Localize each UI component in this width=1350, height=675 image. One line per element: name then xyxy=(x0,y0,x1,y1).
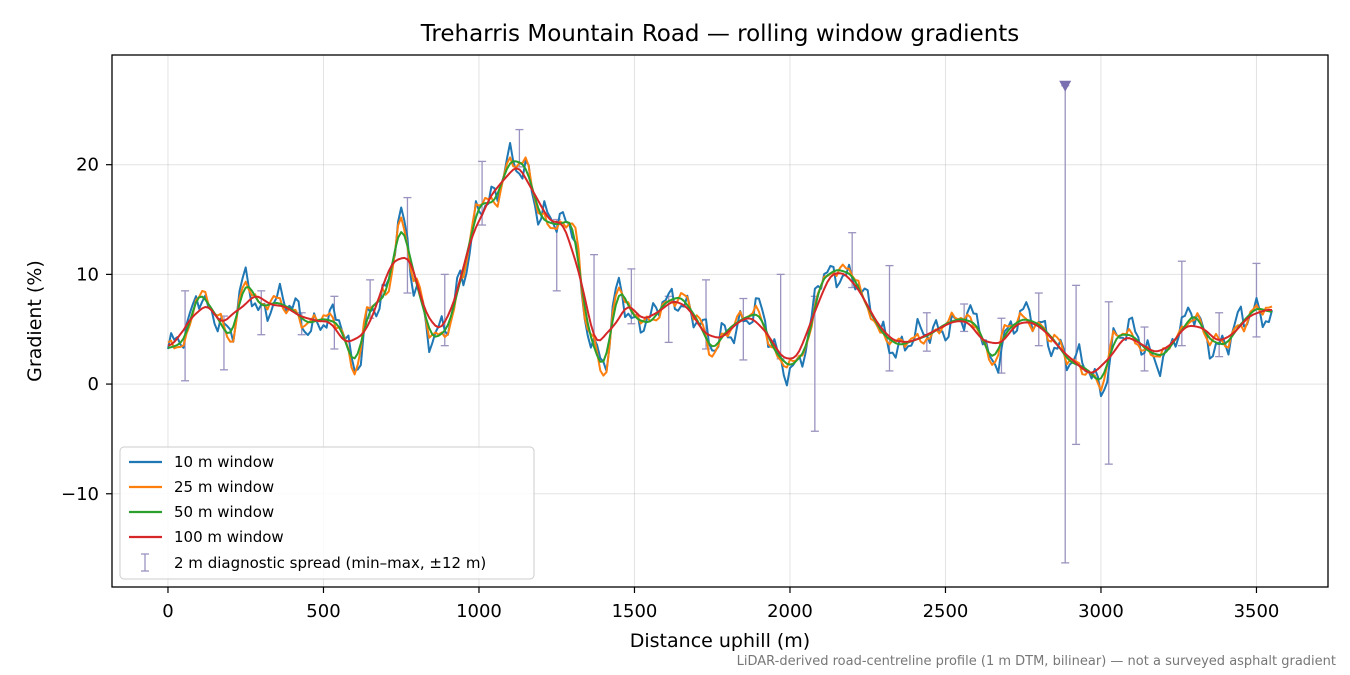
y-tick-label: −10 xyxy=(61,484,99,505)
legend-box xyxy=(119,446,535,580)
x-axis-ticks: 0 500 1000 1500 2000 2500 3000 3500 xyxy=(162,587,1279,622)
x-axis-label: Distance uphill (m) xyxy=(630,630,810,652)
series-line xyxy=(167,142,1273,398)
spread-errorbar xyxy=(627,268,636,325)
y-gridlines xyxy=(112,164,1328,495)
series-lines xyxy=(167,142,1273,398)
series-line xyxy=(167,160,1273,381)
legend: 10 m window 25 m window 50 m window 100 … xyxy=(119,446,535,580)
y-axis-label: Gradient (%) xyxy=(24,260,46,382)
legend-label-spread: 2 m diagnostic spread (min–max, ±12 m) xyxy=(174,554,486,572)
x-tick-label: 500 xyxy=(306,601,340,622)
x-tick-label: 2000 xyxy=(767,601,813,622)
footnote: LiDAR-derived road-centreline profile (1… xyxy=(737,654,1336,669)
x-tick-label: 3500 xyxy=(1234,601,1280,622)
y-tick-label: 0 xyxy=(88,374,99,395)
x-tick-label: 0 xyxy=(162,601,173,622)
x-tick-label: 2500 xyxy=(923,601,969,622)
legend-label-25m: 25 m window xyxy=(174,478,274,496)
legend-swatch-spread xyxy=(141,553,149,572)
legend-label-50m: 50 m window xyxy=(174,503,274,521)
spread-errorbar xyxy=(590,253,599,346)
spread-errorbar xyxy=(1215,312,1224,358)
spread-errorbar xyxy=(739,297,748,361)
x-tick-label: 1000 xyxy=(456,601,502,622)
series-line xyxy=(167,167,1273,374)
x-gridlines xyxy=(167,55,1257,587)
y-axis-ticks: −10 0 10 20 xyxy=(61,155,112,505)
y-tick-label: 10 xyxy=(76,264,99,285)
spread-errorbar xyxy=(922,312,931,352)
spread-outlier-marker xyxy=(1059,80,1072,92)
x-tick-label: 1500 xyxy=(612,601,658,622)
spread-errorbar xyxy=(1104,301,1113,465)
x-tick-label: 3000 xyxy=(1078,601,1124,622)
spread-errorbar xyxy=(1061,85,1070,564)
plot-frame xyxy=(111,54,1329,588)
spread-errorbar xyxy=(440,273,449,347)
legend-label-10m: 10 m window xyxy=(174,453,274,471)
spread-errorbar xyxy=(885,264,894,372)
y-tick-label: 20 xyxy=(76,155,99,176)
spread-errorbar xyxy=(1034,292,1043,347)
spread-errorbar xyxy=(776,273,785,360)
chart-title: Treharris Mountain Road — rolling window… xyxy=(420,21,1020,47)
legend-label-100m: 100 m window xyxy=(174,528,284,546)
